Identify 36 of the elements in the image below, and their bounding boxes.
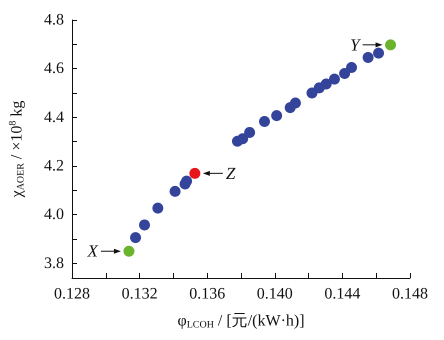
y-tick-label: 4.6 — [44, 60, 64, 78]
point — [290, 98, 301, 108]
point — [306, 88, 318, 99]
point — [189, 168, 200, 179]
y-axis-title: χAOER / ×108 kg — [8, 100, 26, 198]
x-tick-label: 0.128 — [54, 286, 90, 302]
point — [244, 126, 256, 138]
point — [339, 68, 350, 80]
point — [346, 62, 358, 73]
annotation: Z — [226, 164, 236, 183]
y-tick-label: 4.2 — [44, 158, 64, 175]
point — [181, 176, 192, 187]
point — [385, 39, 396, 50]
point — [362, 52, 374, 63]
point — [259, 116, 270, 127]
y-tick-label: 4.0 — [44, 206, 64, 224]
y-tick-label: 4.4 — [44, 108, 64, 126]
point — [170, 186, 181, 197]
annotation: X — [86, 242, 99, 261]
point — [152, 202, 164, 214]
y-tick-label: 4.8 — [44, 12, 64, 28]
x-tick-label: 0.148 — [392, 286, 428, 302]
x-tick-label: 0.140 — [256, 286, 293, 302]
point — [123, 246, 134, 257]
point — [328, 74, 340, 85]
x-tick-label: 0.136 — [189, 286, 226, 302]
point — [373, 48, 384, 59]
point — [320, 78, 332, 90]
x-tick-label: 0.144 — [324, 286, 360, 302]
point — [139, 219, 150, 230]
y-tick-label: 3.8 — [44, 254, 64, 272]
point — [237, 133, 248, 144]
x-tick-label: 0.132 — [122, 286, 158, 302]
annotation: Y — [350, 35, 362, 54]
point — [271, 110, 282, 122]
point — [130, 232, 142, 244]
